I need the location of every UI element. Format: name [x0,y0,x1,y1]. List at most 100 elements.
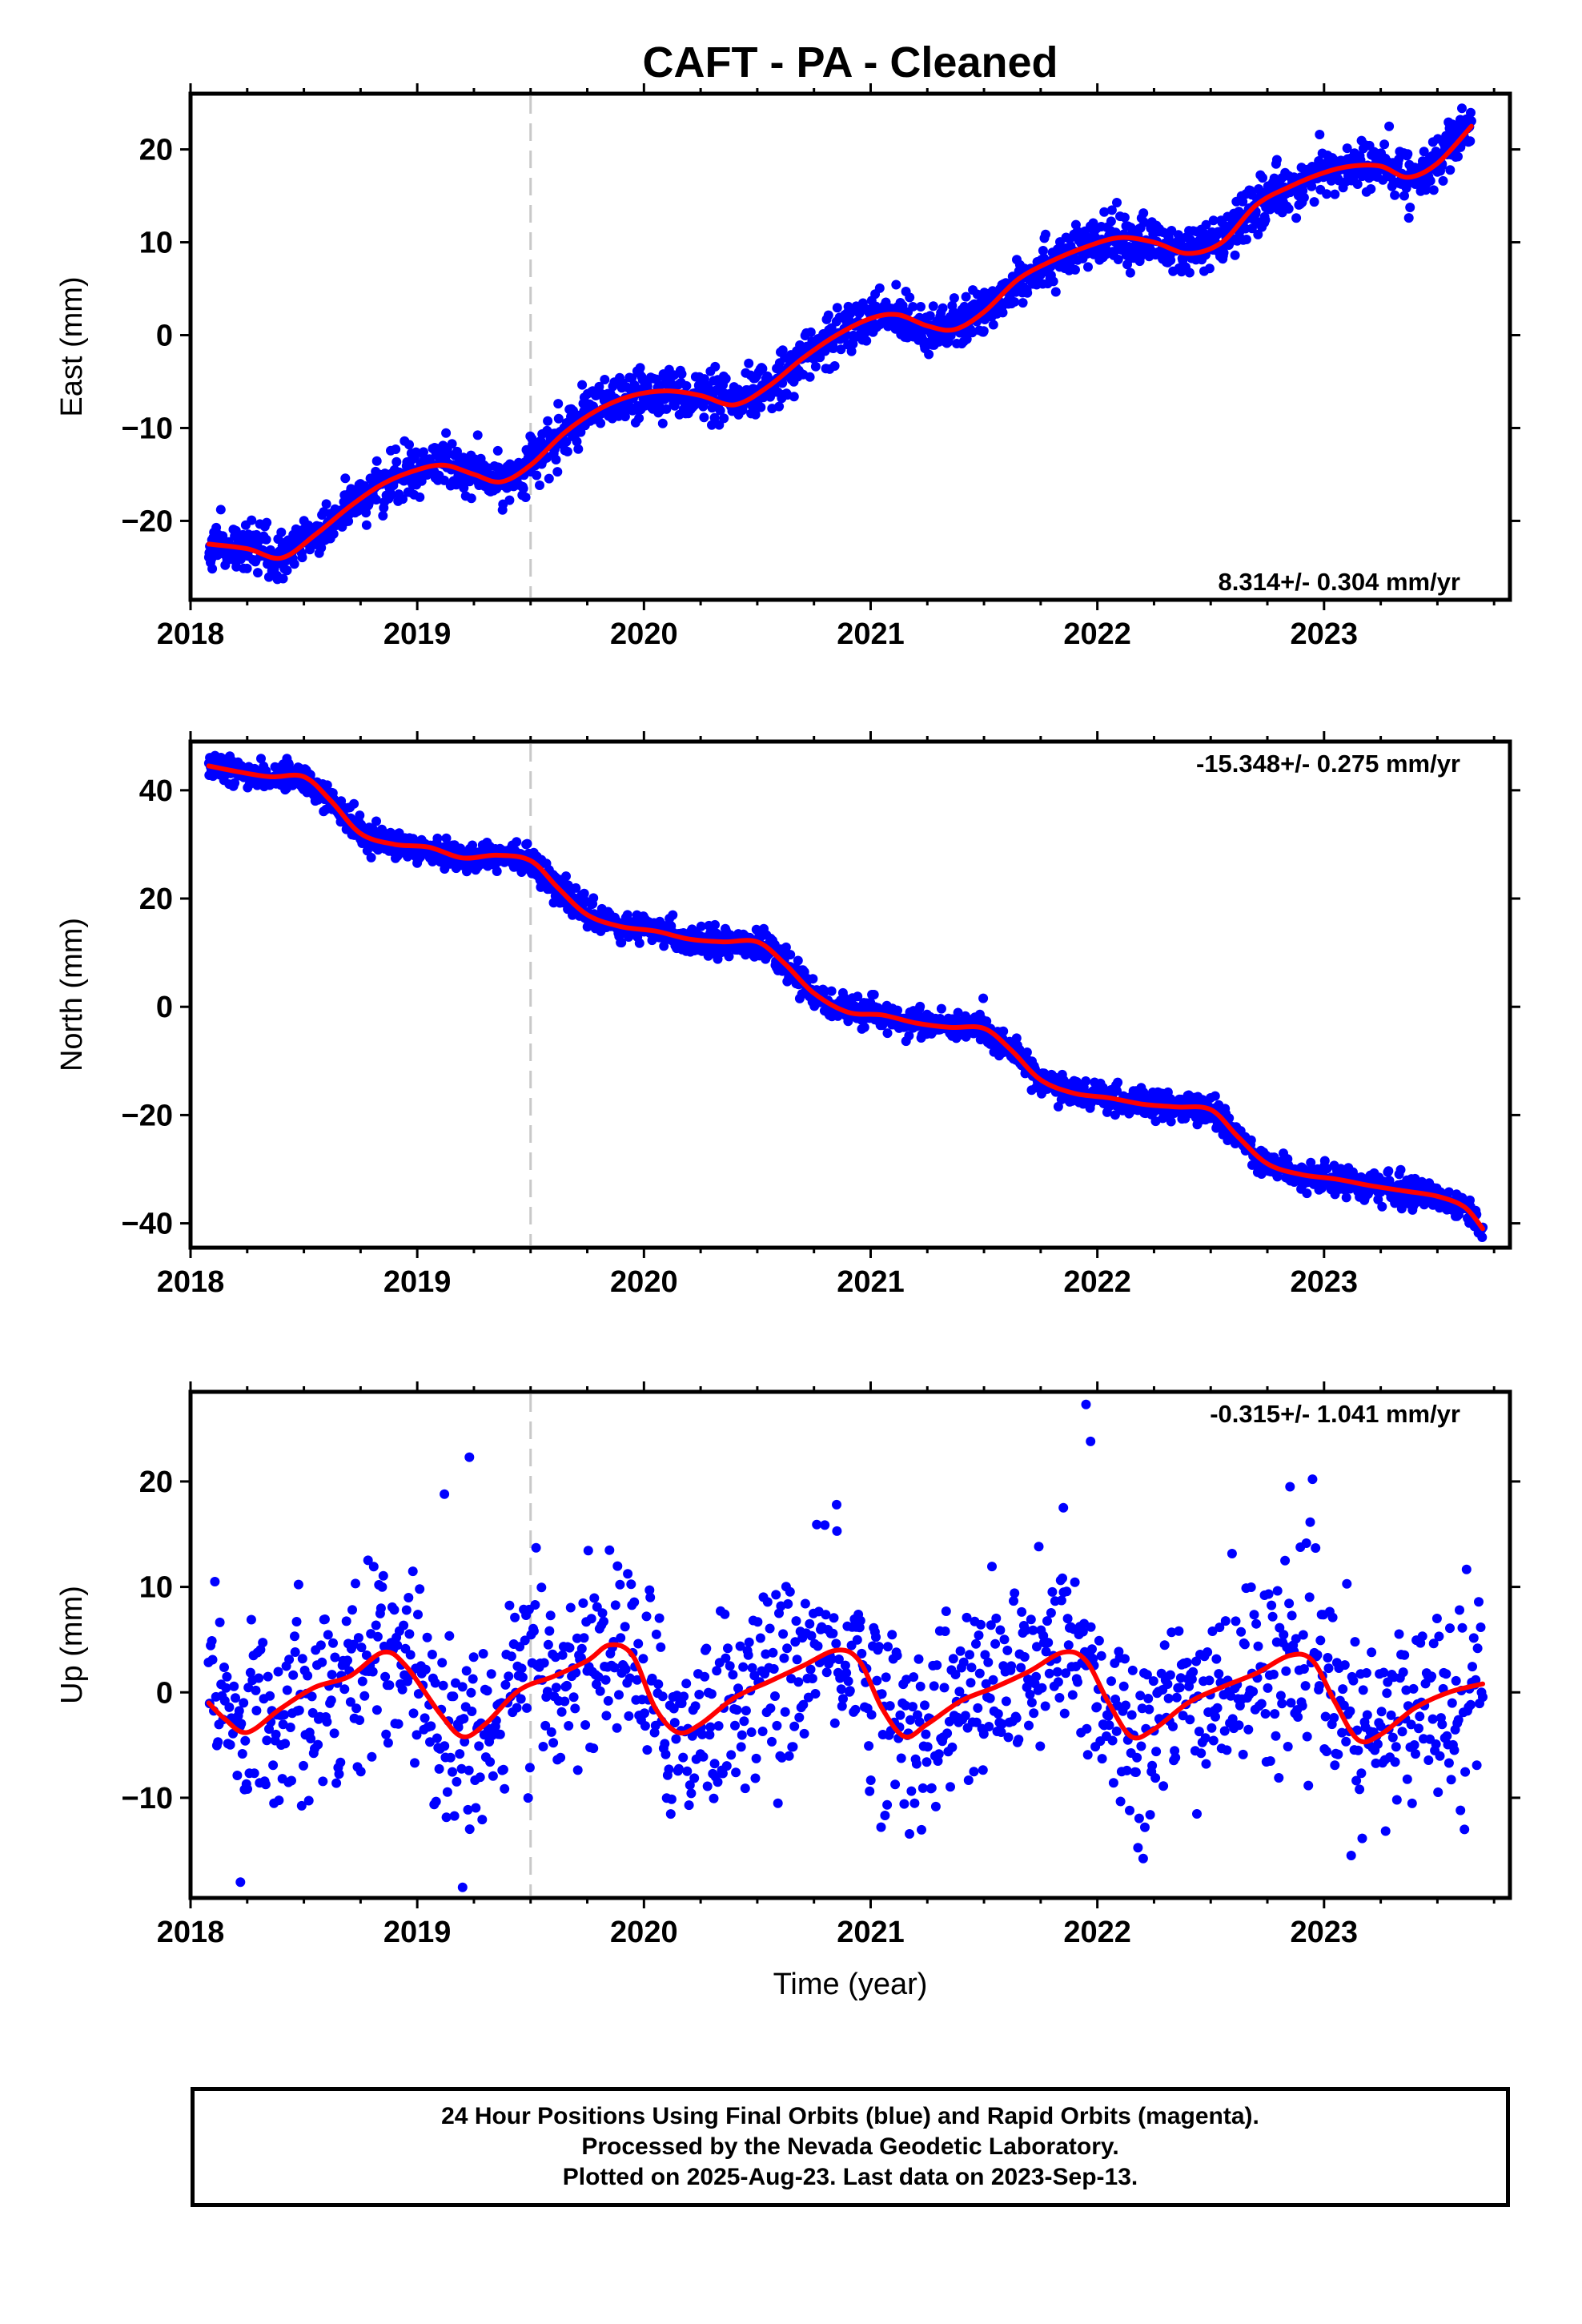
data-point [500,1783,510,1794]
data-point [1011,1713,1022,1723]
rate-label: -15.348+/- 0.275 mm/yr [1196,750,1460,778]
data-point [832,1526,842,1536]
data-point [1047,1586,1058,1597]
data-point [813,1641,823,1651]
data-point [280,1739,291,1749]
data-point [500,1679,511,1690]
data-point [1204,263,1215,274]
data-point [430,1678,440,1688]
data-point [857,1648,867,1659]
data-point [339,1684,350,1695]
data-point [961,292,971,302]
data-point [881,1672,891,1683]
data-point [442,1787,452,1797]
data-point [1383,1166,1394,1176]
data-point [263,1671,273,1682]
data-point [634,413,644,424]
data-point [294,1705,304,1715]
data-point [917,1824,926,1835]
data-point [273,1667,283,1677]
data-point [644,1585,655,1595]
data-point [798,1699,809,1710]
panel-east: 2018 2019 2020 2021 2022 2023−20−1001020East … [55,83,1520,651]
data-point [1241,235,1251,244]
data-point [697,1729,708,1739]
data-point [524,1763,535,1773]
data-point [719,413,729,424]
data-point [932,1660,942,1671]
data-point [599,1616,608,1626]
data-point [739,1716,749,1727]
data-point [236,1719,247,1729]
data-point [829,361,840,371]
data-point [880,1811,890,1820]
data-point [1466,107,1476,118]
data-point [452,446,462,456]
data-point [243,1683,254,1693]
data-point [1010,1588,1020,1598]
data-point [318,1776,328,1787]
data-point [904,1031,914,1041]
data-point [713,1777,723,1787]
data-point [828,1628,838,1638]
y-tick-label: 0 [156,991,173,1024]
data-point [820,1520,830,1530]
data-point [986,1620,996,1630]
data-point [290,1631,299,1642]
data-point [750,1773,761,1783]
data-point [297,553,307,563]
data-point [735,1641,745,1651]
data-point [380,1671,391,1682]
data-point [966,1678,976,1688]
data-point [335,1757,346,1767]
data-point [1016,1663,1026,1673]
data-point [1403,213,1414,223]
y-tick-label: 40 [139,774,173,808]
data-point [557,1650,568,1660]
data-point [1139,217,1150,227]
data-point [673,1763,684,1774]
data-point [1125,267,1135,278]
data-point [467,1707,477,1716]
data-point [998,308,1008,318]
data-point [836,1684,846,1695]
data-point [1099,207,1110,217]
data-point [1001,1696,1011,1707]
data-point [785,1586,795,1597]
data-point [1112,1086,1122,1096]
data-point [843,1676,853,1687]
data-point [1112,198,1122,207]
data-point [1443,1187,1454,1197]
data-point [363,1555,373,1566]
data-point [600,1675,611,1685]
data-point [1355,155,1366,165]
data-point [654,1613,665,1623]
data-point [873,1642,884,1652]
data-point [836,344,846,355]
data-point [359,480,370,491]
data-point [588,893,599,903]
data-point [544,473,554,484]
data-point [603,1695,613,1706]
data-point [422,1632,432,1642]
data-point [345,1697,355,1707]
y-tick-label: −20 [122,505,173,538]
data-point [287,1775,296,1786]
data-point [478,1649,488,1659]
data-point [1053,1677,1063,1687]
data-point [256,754,266,764]
data-point [682,1766,693,1776]
data-point [319,1614,330,1624]
data-point [512,837,522,847]
data-point [403,851,413,862]
data-point [1035,1741,1046,1751]
data-point [794,1712,805,1723]
x-tick-label: 2020 [610,617,678,651]
data-point [612,1723,622,1733]
data-point [243,1784,252,1794]
data-point [669,1718,680,1728]
data-point [504,1671,514,1682]
data-point [276,527,287,537]
data-point [826,986,837,996]
data-point [950,1670,961,1679]
